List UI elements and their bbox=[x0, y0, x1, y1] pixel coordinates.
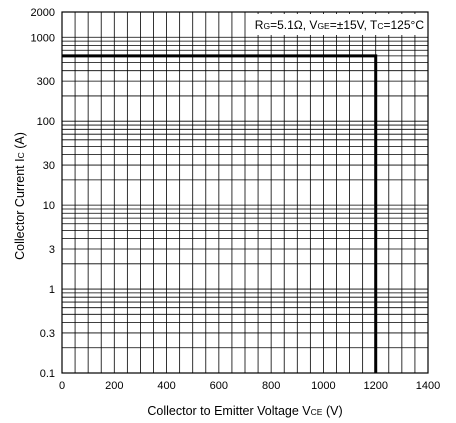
series-line-1 bbox=[62, 54, 378, 373]
y-tick-label: 1 bbox=[49, 284, 55, 296]
x-tick-label: 400 bbox=[157, 380, 175, 392]
y-axis-label: Collector Current IC (A) bbox=[13, 132, 27, 260]
x-tick-labels: 0 200 400 600 800 1000 1200 1400 bbox=[59, 380, 440, 392]
grid bbox=[62, 12, 428, 373]
y-tick-label: 10 bbox=[43, 200, 55, 212]
series-layer bbox=[62, 54, 378, 373]
x-tick-label: 1200 bbox=[363, 380, 387, 392]
y-tick-label: 100 bbox=[37, 116, 55, 128]
annotation-text: RG=5.1Ω, VGE=±15V, TC=125°C bbox=[255, 18, 425, 32]
y-tick-label: 300 bbox=[37, 76, 55, 88]
x-tick-label: 1000 bbox=[311, 380, 335, 392]
y-tick-label: 0.3 bbox=[40, 328, 55, 340]
x-tick-label: 800 bbox=[262, 380, 280, 392]
y-tick-label: 30 bbox=[43, 160, 55, 172]
x-tick-label: 600 bbox=[210, 380, 228, 392]
y-tick-label: 1000 bbox=[31, 32, 55, 44]
x-tick-label: 200 bbox=[105, 380, 123, 392]
y-tick-label: 0.1 bbox=[40, 368, 55, 380]
annotation-box: RG=5.1Ω, VGE=±15V, TC=125°C bbox=[250, 14, 427, 35]
y-tick-label: 2000 bbox=[31, 7, 55, 19]
x-tick-label: 1400 bbox=[416, 380, 440, 392]
x-tick-label: 0 bbox=[59, 380, 65, 392]
plot-frame bbox=[61, 11, 429, 374]
y-tick-labels: 0.1 0.3 1 3 10 30 100 300 1000 2000 bbox=[31, 7, 55, 380]
y-tick-label: 3 bbox=[49, 244, 55, 256]
x-axis-label: Collector to Emitter Voltage VCE (V) bbox=[147, 404, 342, 418]
